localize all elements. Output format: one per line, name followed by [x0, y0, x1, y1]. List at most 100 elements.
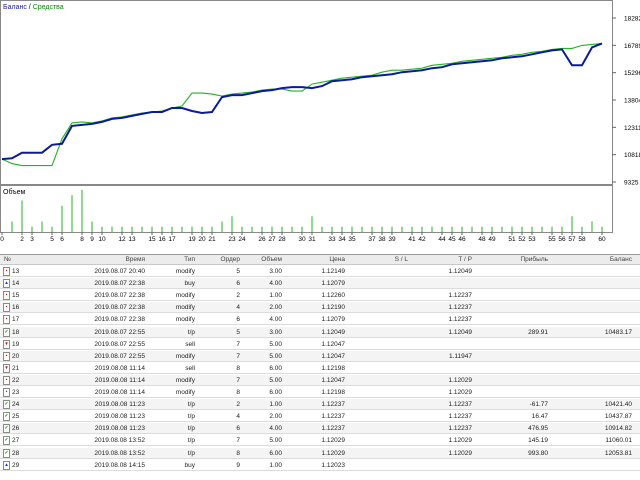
modify-deal-icon: ▪: [3, 315, 10, 325]
col-time[interactable]: Время: [125, 256, 145, 263]
cell-type: sell: [185, 364, 195, 372]
col-tp[interactable]: T / P: [458, 256, 472, 263]
cell-profit: [480, 278, 548, 289]
table-row[interactable]: ▾ 19 2019.08.07 22:55 sell 7 5.00 1.12047: [0, 339, 640, 350]
cell-tp: 1.12237: [448, 413, 473, 421]
cell-num: 24: [12, 401, 20, 409]
legend-balance: Баланс: [3, 4, 27, 11]
cell-volume: 3.00: [269, 328, 282, 336]
tp-deal-icon: ✓: [3, 448, 10, 458]
cell-balance: 10421.40: [604, 401, 632, 409]
col-order[interactable]: Ордер: [220, 256, 240, 263]
cell-num: 22: [12, 376, 20, 384]
cell-num: 16: [12, 304, 20, 312]
cell-type: t/p: [187, 449, 195, 457]
x-tick-label: 35: [348, 236, 356, 243]
volume-plot-frame: [0, 185, 613, 233]
cell-tp: 1.12029: [448, 437, 473, 445]
y-tick-label: 16789: [624, 43, 640, 50]
y-tick-label: 9325: [624, 180, 639, 187]
x-tick-label: 0: [0, 236, 4, 243]
cell-order: 6: [236, 425, 240, 433]
cell-volume: 6.00: [269, 389, 282, 396]
modify-deal-icon: ▪: [3, 351, 10, 361]
cell-num: 29: [12, 461, 20, 469]
table-row[interactable]: ✓ 25 2019.08.08 11:23 t/p 4 2.00 1.12237 1.1223…: [0, 411, 640, 423]
cell-sl: [350, 327, 408, 338]
table-row[interactable]: ✓ 27 2019.08.08 13:52 t/p 7 5.00 1.12029 1.1202…: [0, 435, 640, 447]
x-tick-label: 52: [518, 236, 526, 243]
cell-price: 1.12237: [321, 413, 346, 421]
x-tick-label: 23: [228, 236, 236, 243]
cell-price: 1.12029: [321, 449, 346, 457]
table-row[interactable]: ✓ 18 2019.08.07 22:55 t/p 5 3.00 1.12049 1.1204…: [0, 326, 640, 338]
cell-price: 1.12047: [321, 340, 346, 348]
cell-type: buy: [184, 280, 195, 288]
col-num[interactable]: №: [4, 256, 11, 263]
table-header: № Время Тип Ордер Объем Цена S / L T / P…: [0, 255, 640, 265]
cell-order: 7: [236, 437, 240, 445]
cell-volume: 1.00: [269, 461, 282, 469]
cell-num: 28: [12, 449, 20, 457]
table-row[interactable]: ▪ 23 2019.08.08 11:14 modify 8 6.00 1.12198 1.1…: [0, 387, 640, 398]
balance-chart: 1828216789152961380412311108189325023568…: [0, 0, 640, 243]
cell-type: t/p: [187, 401, 195, 409]
sell-deal-icon: ▾: [3, 339, 10, 349]
table-row[interactable]: ▪ 20 2019.08.07 22:55 modify 7 5.00 1.12047 1.1…: [0, 350, 640, 362]
x-tick-label: 46: [458, 236, 466, 243]
tp-deal-icon: ✓: [3, 436, 10, 446]
cell-order: 9: [236, 461, 240, 469]
x-tick-label: 6: [60, 236, 64, 243]
cell-type: t/p: [187, 413, 195, 421]
x-tick-label: 12: [118, 236, 126, 243]
cell-profit: [480, 460, 548, 471]
x-tick-label: 57: [568, 236, 576, 243]
table-row[interactable]: ▴ 29 2019.08.08 14:15 buy 9 1.00 1.12023: [0, 460, 640, 471]
cell-sl: [350, 339, 408, 350]
cell-order: 8: [236, 449, 240, 457]
balance-chart-panel: 1828216789152961380412311108189325023568…: [0, 0, 640, 243]
x-tick-label: 15: [148, 236, 156, 243]
table-row[interactable]: ✓ 28 2019.08.08 13:52 t/p 8 6.00 1.12029 1.1202…: [0, 447, 640, 459]
cell-type: t/p: [187, 437, 195, 445]
col-type[interactable]: Тип: [184, 256, 195, 263]
table-row[interactable]: ▾ 21 2019.08.08 11:14 sell 8 6.00 1.12198: [0, 363, 640, 374]
table-row[interactable]: ▪ 13 2019.08.07 20:40 modify 5 3.00 1.12149 1.1…: [0, 266, 640, 277]
x-tick-label: 3: [30, 236, 34, 243]
cell-profit: [480, 290, 548, 301]
cell-time: 2019.08.08 11:23: [94, 401, 145, 409]
table-row[interactable]: ▴ 14 2019.08.07 22:38 buy 6 4.00 1.12079: [0, 278, 640, 290]
col-balance[interactable]: Баланс: [609, 256, 632, 263]
col-sl[interactable]: S / L: [394, 256, 408, 263]
cell-time: 2019.08.08 11:23: [94, 425, 145, 433]
cell-sl: [350, 278, 408, 289]
cell-balance: [560, 278, 632, 289]
x-tick-label: 31: [308, 236, 316, 243]
cell-balance: [560, 351, 632, 362]
cell-price: 1.12190: [321, 304, 346, 312]
col-profit[interactable]: Прибыль: [520, 256, 549, 263]
table-row[interactable]: ✓ 26 2019.08.08 11:23 t/p 6 4.00 1.12237 1.1223…: [0, 423, 640, 435]
x-tick-label: 60: [598, 236, 606, 243]
cell-profit: 993.80: [528, 449, 548, 457]
cell-tp: 1.12029: [448, 376, 473, 384]
cell-balance: [560, 314, 632, 325]
table-row[interactable]: ▪ 17 2019.08.07 22:38 modify 6 4.00 1.12079 1.1…: [0, 314, 640, 326]
cell-num: 26: [12, 425, 20, 433]
x-tick-label: 27: [268, 236, 276, 243]
col-price[interactable]: Цена: [329, 256, 345, 263]
table-row[interactable]: ✓ 24 2019.08.08 11:23 t/p 2 1.00 1.12237 1.1223…: [0, 399, 640, 411]
col-volume[interactable]: Объем: [261, 256, 282, 263]
cell-price: 1.12047: [321, 376, 346, 384]
cell-price: 1.12198: [321, 389, 346, 396]
x-tick-label: 41: [408, 236, 416, 243]
table-row[interactable]: ▪ 15 2019.08.07 22:38 modify 2 1.00 1.12260 1.1…: [0, 290, 640, 302]
cell-tp: 1.12049: [448, 268, 473, 275]
cell-num: 13: [12, 268, 20, 275]
table-row[interactable]: ▪ 16 2019.08.07 22:38 modify 4 2.00 1.12190 1.1…: [0, 302, 640, 314]
table-row[interactable]: ▪ 22 2019.08.08 11:14 modify 7 5.00 1.12047 1.1…: [0, 374, 640, 386]
cell-time: 2019.08.08 11:14: [94, 364, 145, 372]
cell-num: 23: [12, 389, 20, 396]
x-tick-label: 38: [378, 236, 386, 243]
cell-time: 2019.08.07 22:55: [94, 340, 145, 348]
